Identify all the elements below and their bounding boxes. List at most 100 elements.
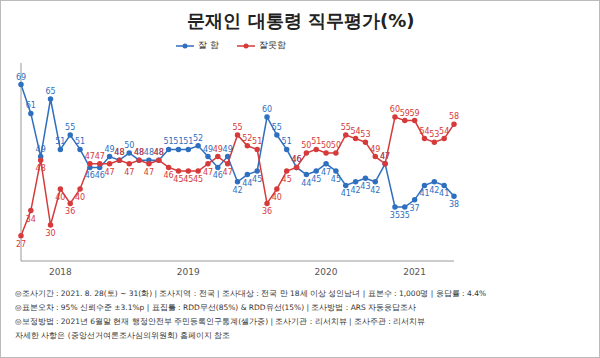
svg-text:48: 48 [36,164,46,173]
svg-text:46: 46 [164,171,174,180]
svg-text:48: 48 [134,148,144,157]
svg-text:59: 59 [400,109,410,118]
svg-text:34: 34 [26,215,36,224]
svg-text:41: 41 [419,189,429,198]
svg-text:36: 36 [262,207,272,216]
svg-text:44: 44 [242,179,252,188]
svg-text:54: 54 [350,127,360,136]
svg-text:51: 51 [164,137,174,146]
svg-text:49: 49 [213,145,223,154]
svg-text:45: 45 [183,175,193,184]
svg-text:47: 47 [380,152,390,161]
svg-text:48: 48 [144,148,154,157]
svg-text:65: 65 [45,87,55,96]
svg-text:45: 45 [311,175,321,184]
svg-text:51: 51 [55,137,65,146]
svg-text:2021: 2021 [403,267,426,277]
svg-text:59: 59 [410,109,420,118]
html-text:◎조사기간 : 2021. 8. 28(토) ~ 31(화): ◎조사기간 : 2021. 8. 28(토) ~ 31(화) | 조사지역 : … [15,289,486,298]
svg-text:35: 35 [400,211,410,220]
svg-text:48: 48 [114,148,124,157]
svg-text:47: 47 [203,168,213,177]
svg-text:41: 41 [439,189,449,198]
svg-text:46: 46 [85,171,95,180]
svg-text:47: 47 [124,168,134,177]
svg-text:46: 46 [95,171,105,180]
svg-text:48: 48 [154,148,164,157]
svg-text:53: 53 [429,130,439,139]
svg-text:47: 47 [95,152,105,161]
svg-text:51: 51 [75,137,85,146]
svg-text:54: 54 [419,127,429,136]
svg-text:47: 47 [380,152,390,161]
svg-text:46: 46 [291,155,301,164]
svg-text:48: 48 [154,148,164,157]
svg-text:42: 42 [232,186,242,195]
svg-text:2020: 2020 [315,267,338,277]
svg-text:36: 36 [65,207,75,216]
svg-text:2018: 2018 [49,267,72,277]
svg-text:55: 55 [232,123,242,132]
svg-text:42: 42 [429,186,439,195]
svg-text:51: 51 [173,137,183,146]
svg-text:60: 60 [390,105,400,114]
svg-text:51: 51 [183,137,193,146]
svg-text:42: 42 [370,186,380,195]
svg-text:48: 48 [134,148,144,157]
svg-text:40: 40 [272,193,282,202]
svg-text:49: 49 [36,145,46,154]
html-text:잘못함: 잘못함 [258,40,286,50]
svg-text:50: 50 [321,141,331,150]
svg-text:55: 55 [341,123,351,132]
svg-text:49: 49 [104,145,114,154]
svg-text:46: 46 [291,155,301,164]
svg-text:47: 47 [104,168,114,177]
svg-text:51: 51 [282,137,292,146]
svg-text:41: 41 [341,189,351,198]
html-text:문재인 대통령 직무평가(%): 문재인 대통령 직무평가(%) [187,10,415,31]
svg-text:45: 45 [173,175,183,184]
svg-text:49: 49 [223,145,233,154]
svg-text:47: 47 [223,168,233,177]
svg-text:52: 52 [242,134,252,143]
html-text:◎표본오차 : 95% 신뢰수준 ±3.1%p | 표집틀: ◎표본오차 : 95% 신뢰수준 ±3.1%p | 표집틀 : RDD무선(85… [15,303,417,312]
svg-text:45: 45 [193,175,203,184]
svg-text:45: 45 [252,175,262,184]
svg-text:2019: 2019 [177,267,200,277]
svg-text:42: 42 [350,186,360,195]
svg-text:43: 43 [360,182,370,191]
svg-text:40: 40 [75,193,85,202]
svg-text:55: 55 [272,123,282,132]
svg-text:61: 61 [26,101,36,110]
svg-text:53: 53 [360,130,370,139]
svg-text:60: 60 [262,105,272,114]
svg-text:37: 37 [410,204,420,213]
svg-text:51: 51 [311,137,321,146]
svg-text:52: 52 [193,134,203,143]
svg-text:45: 45 [282,175,292,184]
svg-text:27: 27 [16,240,26,249]
svg-text:54: 54 [439,127,449,136]
svg-text:58: 58 [449,112,459,121]
svg-text:47: 47 [85,152,95,161]
svg-text:50: 50 [301,141,311,150]
svg-text:48: 48 [114,148,124,157]
svg-text:46: 46 [213,171,223,180]
html-text:잘 함: 잘 함 [198,40,219,50]
svg-text:35: 35 [390,211,400,220]
svg-text:47: 47 [144,168,154,177]
svg-text:40: 40 [55,193,65,202]
svg-text:38: 38 [449,200,459,209]
svg-text:69: 69 [16,73,26,82]
svg-text:44: 44 [301,179,311,188]
html-text:◎보정방법 : 2021년 6월말 현재 행정안전부 주민등: ◎보정방법 : 2021년 6월말 현재 행정안전부 주민등록인구통계(셀가중)… [15,317,426,326]
svg-text:47: 47 [321,168,331,177]
svg-text:49: 49 [203,145,213,154]
svg-text:49: 49 [370,145,380,154]
svg-text:50: 50 [331,141,341,150]
svg-text:45: 45 [331,175,341,184]
svg-text:55: 55 [65,123,75,132]
svg-text:30: 30 [45,229,55,238]
svg-text:51: 51 [252,137,262,146]
svg-text:50: 50 [124,141,134,150]
